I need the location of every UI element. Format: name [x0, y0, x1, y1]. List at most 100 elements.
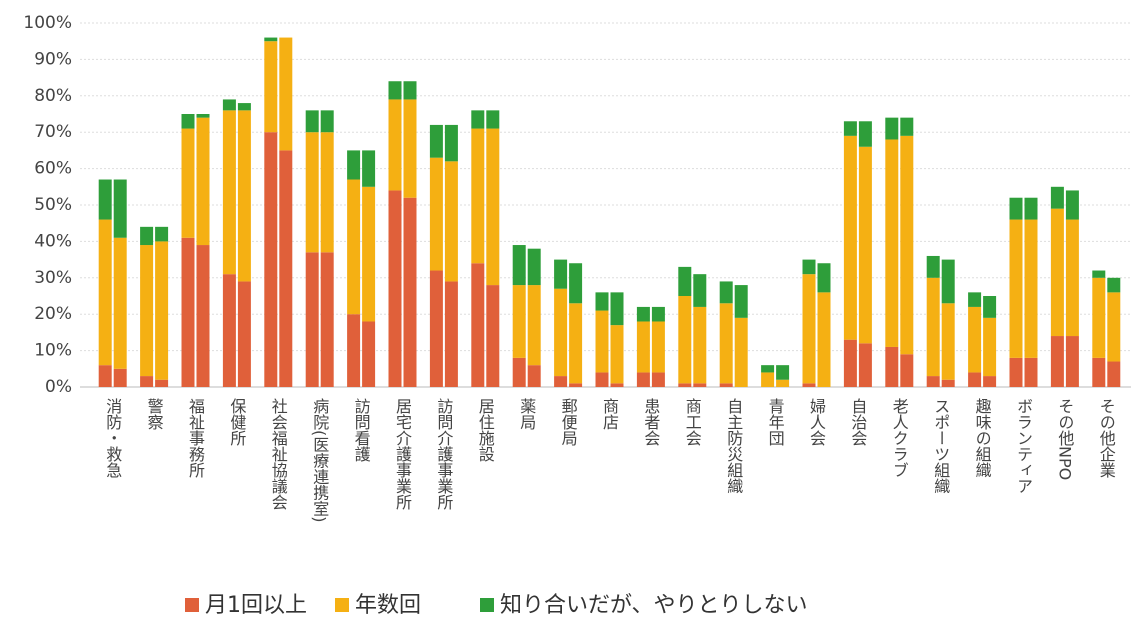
bar-segment: [885, 346, 899, 387]
bar-segment: [1050, 336, 1064, 387]
bar-segment: [320, 110, 334, 133]
bar-segment: [1092, 270, 1106, 278]
bar-segment: [140, 376, 154, 387]
bar-segment: [527, 285, 541, 366]
bar-segment: [636, 372, 650, 387]
bar-segment: [802, 259, 816, 275]
y-tick-label: 70%: [34, 122, 72, 142]
x-tick-label: その他企業: [1097, 398, 1116, 478]
bar-segment: [678, 296, 692, 384]
x-tick-label: 患者会: [641, 398, 660, 446]
bar-segment: [968, 306, 982, 373]
bar-segment: [1092, 357, 1106, 387]
bar-segment: [486, 110, 500, 129]
x-tick-label: 病院(医療連携室): [310, 398, 329, 522]
bar-segment: [196, 245, 210, 387]
bar-segment: [1107, 292, 1121, 362]
x-tick-label: 商店: [600, 398, 619, 430]
bar-segment: [279, 150, 293, 387]
bar-segment: [1009, 197, 1023, 220]
bar-segment: [1107, 361, 1121, 387]
bar-segment: [279, 37, 293, 151]
bar-segment: [983, 296, 997, 318]
bar-segment: [264, 41, 278, 133]
bar-segment: [734, 285, 748, 318]
bar-segment: [486, 285, 500, 387]
x-tick-label: 警察: [145, 398, 164, 430]
bar-segment: [569, 303, 583, 384]
bar-segment: [941, 379, 955, 387]
y-tick-label: 40%: [34, 231, 72, 251]
y-tick-label: 100%: [23, 13, 72, 33]
bar-segment: [237, 281, 251, 387]
x-tick-label: 訪問介護事業所: [434, 398, 453, 510]
bar-segment: [719, 383, 733, 387]
bar-segment: [858, 121, 872, 147]
bar-segment: [362, 150, 376, 187]
bar-segment: [858, 343, 872, 387]
bar-segment: [181, 128, 195, 238]
bar-segment: [471, 128, 485, 264]
y-tick-label: 20%: [34, 304, 72, 324]
bar-segment: [941, 259, 955, 304]
bar-segment: [719, 303, 733, 384]
bar-segment: [362, 321, 376, 387]
bar-segment: [719, 281, 733, 304]
bar-segment: [471, 263, 485, 387]
bar-segment: [554, 376, 568, 387]
x-tick-label: ボランティア: [1014, 398, 1033, 494]
legend-label: 年数回: [355, 593, 421, 618]
x-tick-label: 居宅介護事業所: [393, 398, 412, 510]
bar-segment: [678, 383, 692, 387]
bar-segment: [926, 255, 940, 278]
bar-segment: [512, 357, 526, 387]
bar-segment: [610, 383, 624, 387]
bar-segment: [305, 110, 319, 133]
bar-segment: [181, 237, 195, 387]
bar-segment: [1065, 219, 1079, 337]
x-tick-label: スポーツ組織: [931, 398, 950, 494]
bar-segment: [388, 190, 402, 387]
bar-segment: [196, 117, 210, 246]
bar-segment: [305, 252, 319, 387]
bar-segment: [527, 248, 541, 286]
bar-segment: [569, 263, 583, 304]
bar-segment: [734, 317, 748, 387]
x-tick-label: 青年団: [766, 398, 785, 446]
bar-segment: [347, 179, 361, 315]
bar-segment: [636, 321, 650, 373]
bar-segment: [569, 383, 583, 387]
bar-segment: [554, 259, 568, 289]
bar-segment: [926, 376, 940, 387]
x-tick-label: 商工会: [683, 398, 702, 446]
bar-segment: [237, 103, 251, 111]
bar-segment: [1024, 219, 1038, 358]
bar-segment: [403, 197, 417, 387]
x-tick-label: 自治会: [848, 398, 867, 446]
bar-segment: [155, 226, 169, 242]
bar-segment: [636, 306, 650, 322]
bar-segment: [885, 117, 899, 140]
x-tick-label: 社会福祉協議会: [269, 398, 288, 510]
bar-segment: [362, 186, 376, 322]
legend-swatch: [335, 598, 349, 612]
bar-segment: [610, 292, 624, 326]
bar-segment: [527, 365, 541, 387]
legend-label: 知り合いだが、やりとりしない: [500, 593, 808, 618]
x-tick-label: 福祉事務所: [186, 398, 205, 478]
bar-segment: [554, 288, 568, 377]
bar-segment: [444, 281, 458, 387]
x-tick-label: 老人クラブ: [890, 398, 909, 478]
bar-segment: [320, 132, 334, 253]
bar-segment: [761, 365, 775, 373]
bar-segment: [1050, 208, 1064, 337]
bar-segment: [693, 383, 707, 387]
bar-segment: [595, 292, 609, 311]
y-tick-label: 50%: [34, 195, 72, 215]
bar-segment: [98, 219, 112, 366]
bar-segment: [678, 266, 692, 296]
x-tick-label: 郵便局: [559, 398, 578, 447]
bar-segment: [237, 110, 251, 282]
bar-segment: [802, 274, 816, 384]
